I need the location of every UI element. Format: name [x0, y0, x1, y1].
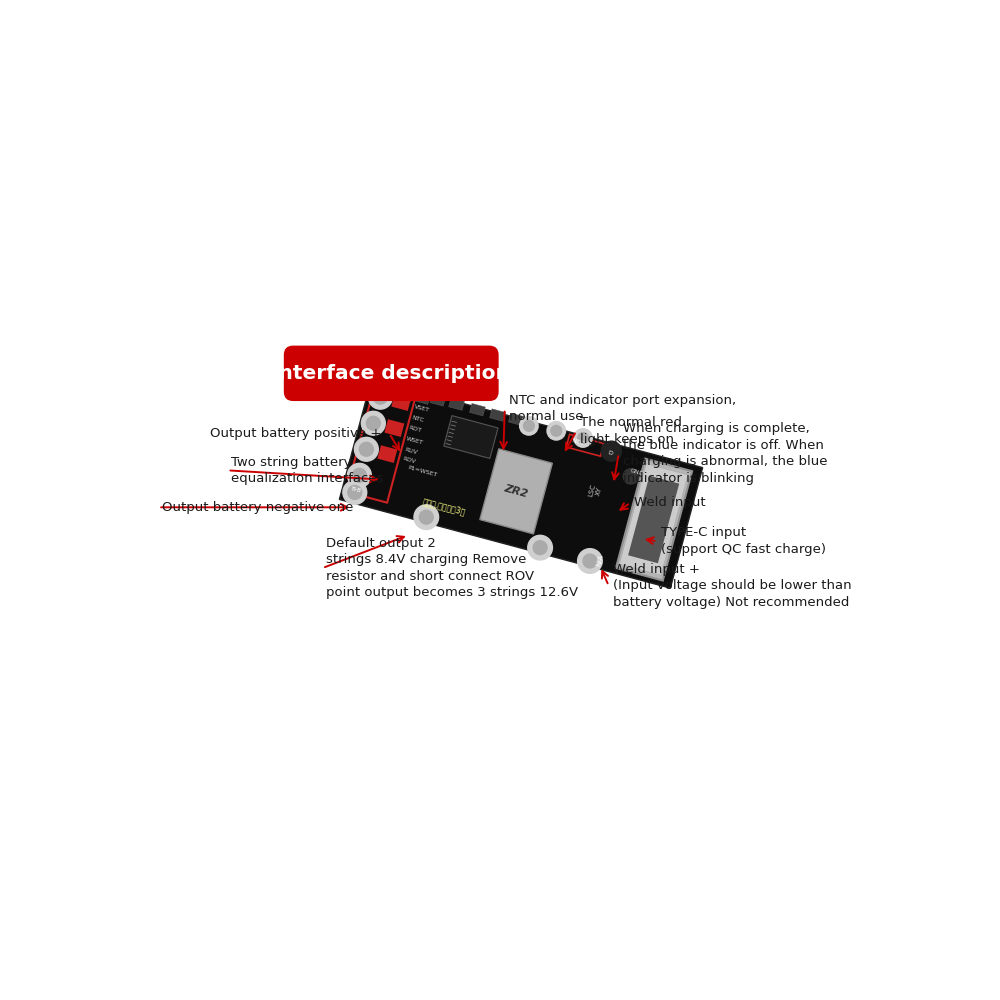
Text: B+: B+	[378, 380, 389, 387]
Text: WSET: WSET	[405, 436, 424, 445]
Polygon shape	[391, 393, 411, 411]
Circle shape	[348, 485, 362, 499]
Polygon shape	[480, 449, 552, 534]
Circle shape	[574, 429, 592, 447]
Circle shape	[373, 390, 387, 404]
Text: NTC: NTC	[571, 439, 584, 447]
Polygon shape	[377, 445, 397, 463]
Polygon shape	[470, 403, 485, 416]
Polygon shape	[384, 419, 404, 437]
Circle shape	[347, 463, 371, 487]
Text: 拆电阻,短接设置3串: 拆电阻,短接设置3串	[421, 496, 466, 516]
Text: Weld input: Weld input	[634, 496, 706, 509]
Text: Output battery negative one: Output battery negative one	[162, 501, 354, 514]
Text: When charging is complete,
the blue indicator is off. When
charging is abnormal,: When charging is complete, the blue indi…	[623, 422, 827, 485]
Polygon shape	[339, 379, 703, 588]
Text: The normal red
light keeps on: The normal red light keeps on	[580, 416, 682, 446]
Circle shape	[533, 541, 547, 555]
Text: Default output 2
strings 8.4V charging Remove
resistor and short connect ROV
poi: Default output 2 strings 8.4V charging R…	[326, 537, 578, 599]
Circle shape	[520, 417, 538, 435]
Text: NTC and indicator port expansion,
normal use: NTC and indicator port expansion, normal…	[509, 394, 736, 424]
Polygon shape	[449, 398, 464, 410]
Text: LSC
XY: LSC XY	[587, 483, 603, 499]
Circle shape	[361, 411, 385, 435]
Circle shape	[578, 549, 602, 573]
Circle shape	[583, 554, 597, 568]
Circle shape	[359, 442, 373, 456]
Text: RUV: RUV	[404, 447, 418, 456]
Circle shape	[343, 480, 367, 504]
Polygon shape	[490, 409, 505, 421]
Circle shape	[354, 437, 378, 461]
Circle shape	[523, 420, 534, 431]
Text: GND: GND	[630, 468, 645, 476]
FancyBboxPatch shape	[284, 346, 499, 401]
Text: Output battery positive +: Output battery positive +	[210, 427, 382, 440]
Circle shape	[578, 433, 588, 443]
Polygon shape	[414, 392, 430, 404]
Circle shape	[414, 505, 439, 529]
Circle shape	[352, 468, 366, 482]
Text: ZR2: ZR2	[503, 484, 529, 500]
Polygon shape	[616, 459, 692, 581]
Text: TYPE-C input
(support QC fast charge): TYPE-C input (support QC fast charge)	[661, 526, 826, 556]
Polygon shape	[619, 464, 688, 575]
Text: P1=WSET: P1=WSET	[407, 465, 437, 478]
Circle shape	[551, 425, 562, 436]
Text: Interface description: Interface description	[271, 364, 510, 383]
Circle shape	[366, 416, 380, 430]
Polygon shape	[628, 476, 679, 563]
Circle shape	[623, 469, 639, 484]
Circle shape	[547, 422, 565, 440]
Text: Weld input +
(Input voltage should be lower than
battery voltage) Not recommende: Weld input + (Input voltage should be lo…	[613, 563, 851, 609]
Text: VSET: VSET	[414, 404, 431, 413]
Polygon shape	[508, 413, 524, 426]
Circle shape	[528, 535, 552, 560]
Circle shape	[368, 385, 392, 409]
Text: ROT: ROT	[408, 425, 422, 434]
Text: NTC: NTC	[411, 415, 425, 423]
Circle shape	[419, 510, 433, 524]
Text: Two string battery
equalization interfaces: Two string battery equalization interfac…	[231, 456, 384, 485]
Text: N/A: N/A	[596, 554, 605, 567]
Text: D: D	[607, 450, 613, 456]
Text: B-B: B-B	[350, 487, 361, 494]
Text: ROV: ROV	[402, 456, 416, 464]
Circle shape	[601, 441, 621, 461]
Circle shape	[381, 380, 401, 400]
Polygon shape	[444, 416, 498, 458]
Polygon shape	[430, 394, 446, 406]
